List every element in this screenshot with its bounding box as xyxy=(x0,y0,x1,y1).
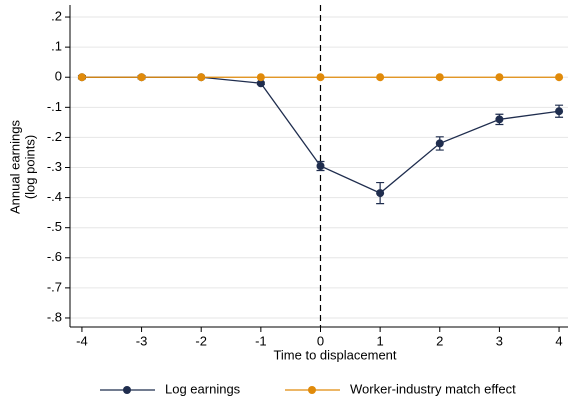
point xyxy=(435,73,444,82)
point xyxy=(435,139,444,148)
y-tick-label: -.1 xyxy=(47,99,62,114)
y-tick-label: 0 xyxy=(55,69,62,84)
x-tick-label: 3 xyxy=(496,333,503,348)
point xyxy=(495,115,504,124)
y-tick-label: -.2 xyxy=(47,129,62,144)
point xyxy=(256,73,265,82)
x-tick-label: -3 xyxy=(136,333,148,348)
x-tick-label: -2 xyxy=(195,333,207,348)
y-tick-label: -.4 xyxy=(47,189,62,204)
legend-marker xyxy=(123,386,131,394)
y-tick-label: -.8 xyxy=(47,309,62,324)
x-tick-label: -4 xyxy=(76,333,88,348)
point xyxy=(555,73,564,82)
y-tick-label: -.3 xyxy=(47,159,62,174)
x-tick-label: -1 xyxy=(255,333,267,348)
y-tick-label: .1 xyxy=(51,39,62,54)
point xyxy=(256,79,265,88)
point xyxy=(316,73,325,82)
x-tick-label: 4 xyxy=(555,333,562,348)
point xyxy=(376,189,385,198)
point xyxy=(197,73,206,82)
point xyxy=(137,73,146,82)
point xyxy=(495,73,504,82)
legend-label: Log earnings xyxy=(165,381,241,396)
y-axis-label: (log points) xyxy=(22,135,37,199)
point xyxy=(77,73,86,82)
point xyxy=(555,107,564,116)
x-tick-label: 2 xyxy=(436,333,443,348)
legend-marker xyxy=(308,386,316,394)
x-axis-label: Time to displacement xyxy=(273,347,396,362)
y-tick-label: .2 xyxy=(51,8,62,23)
point xyxy=(376,73,385,82)
y-tick-label: -.7 xyxy=(47,279,62,294)
x-tick-label: 0 xyxy=(317,333,324,348)
x-tick-label: 1 xyxy=(377,333,384,348)
y-axis-label: Annual earnings xyxy=(7,120,22,214)
y-tick-label: -.5 xyxy=(47,219,62,234)
legend-label: Worker-industry match effect xyxy=(350,381,516,396)
point xyxy=(316,162,325,170)
y-tick-label: -.6 xyxy=(47,249,62,264)
